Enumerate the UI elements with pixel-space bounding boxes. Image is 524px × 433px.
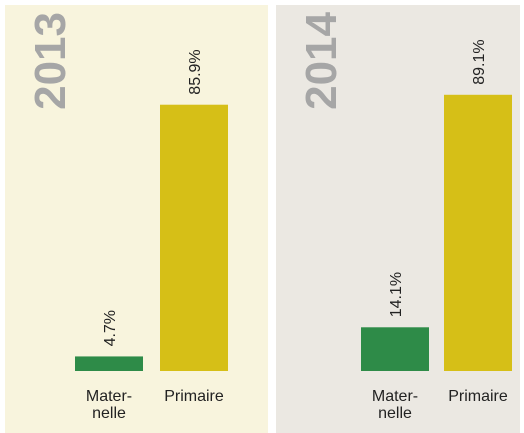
value-label: 14.1%: [388, 272, 405, 317]
category-label: Mater-nelle: [372, 388, 418, 422]
bar: [75, 356, 143, 371]
value-label: 89.1%: [471, 39, 488, 84]
category-label: Mater-nelle: [86, 388, 132, 422]
bar: [160, 104, 228, 372]
category-label: Primaire: [164, 388, 224, 405]
bar: [361, 327, 429, 371]
year-title: 2013: [26, 12, 75, 110]
category-label: Primaire: [448, 388, 508, 405]
bar: [444, 94, 512, 371]
value-label: 85.9%: [187, 49, 204, 94]
year-title: 2014: [297, 11, 346, 109]
value-label: 4.7%: [102, 310, 119, 346]
